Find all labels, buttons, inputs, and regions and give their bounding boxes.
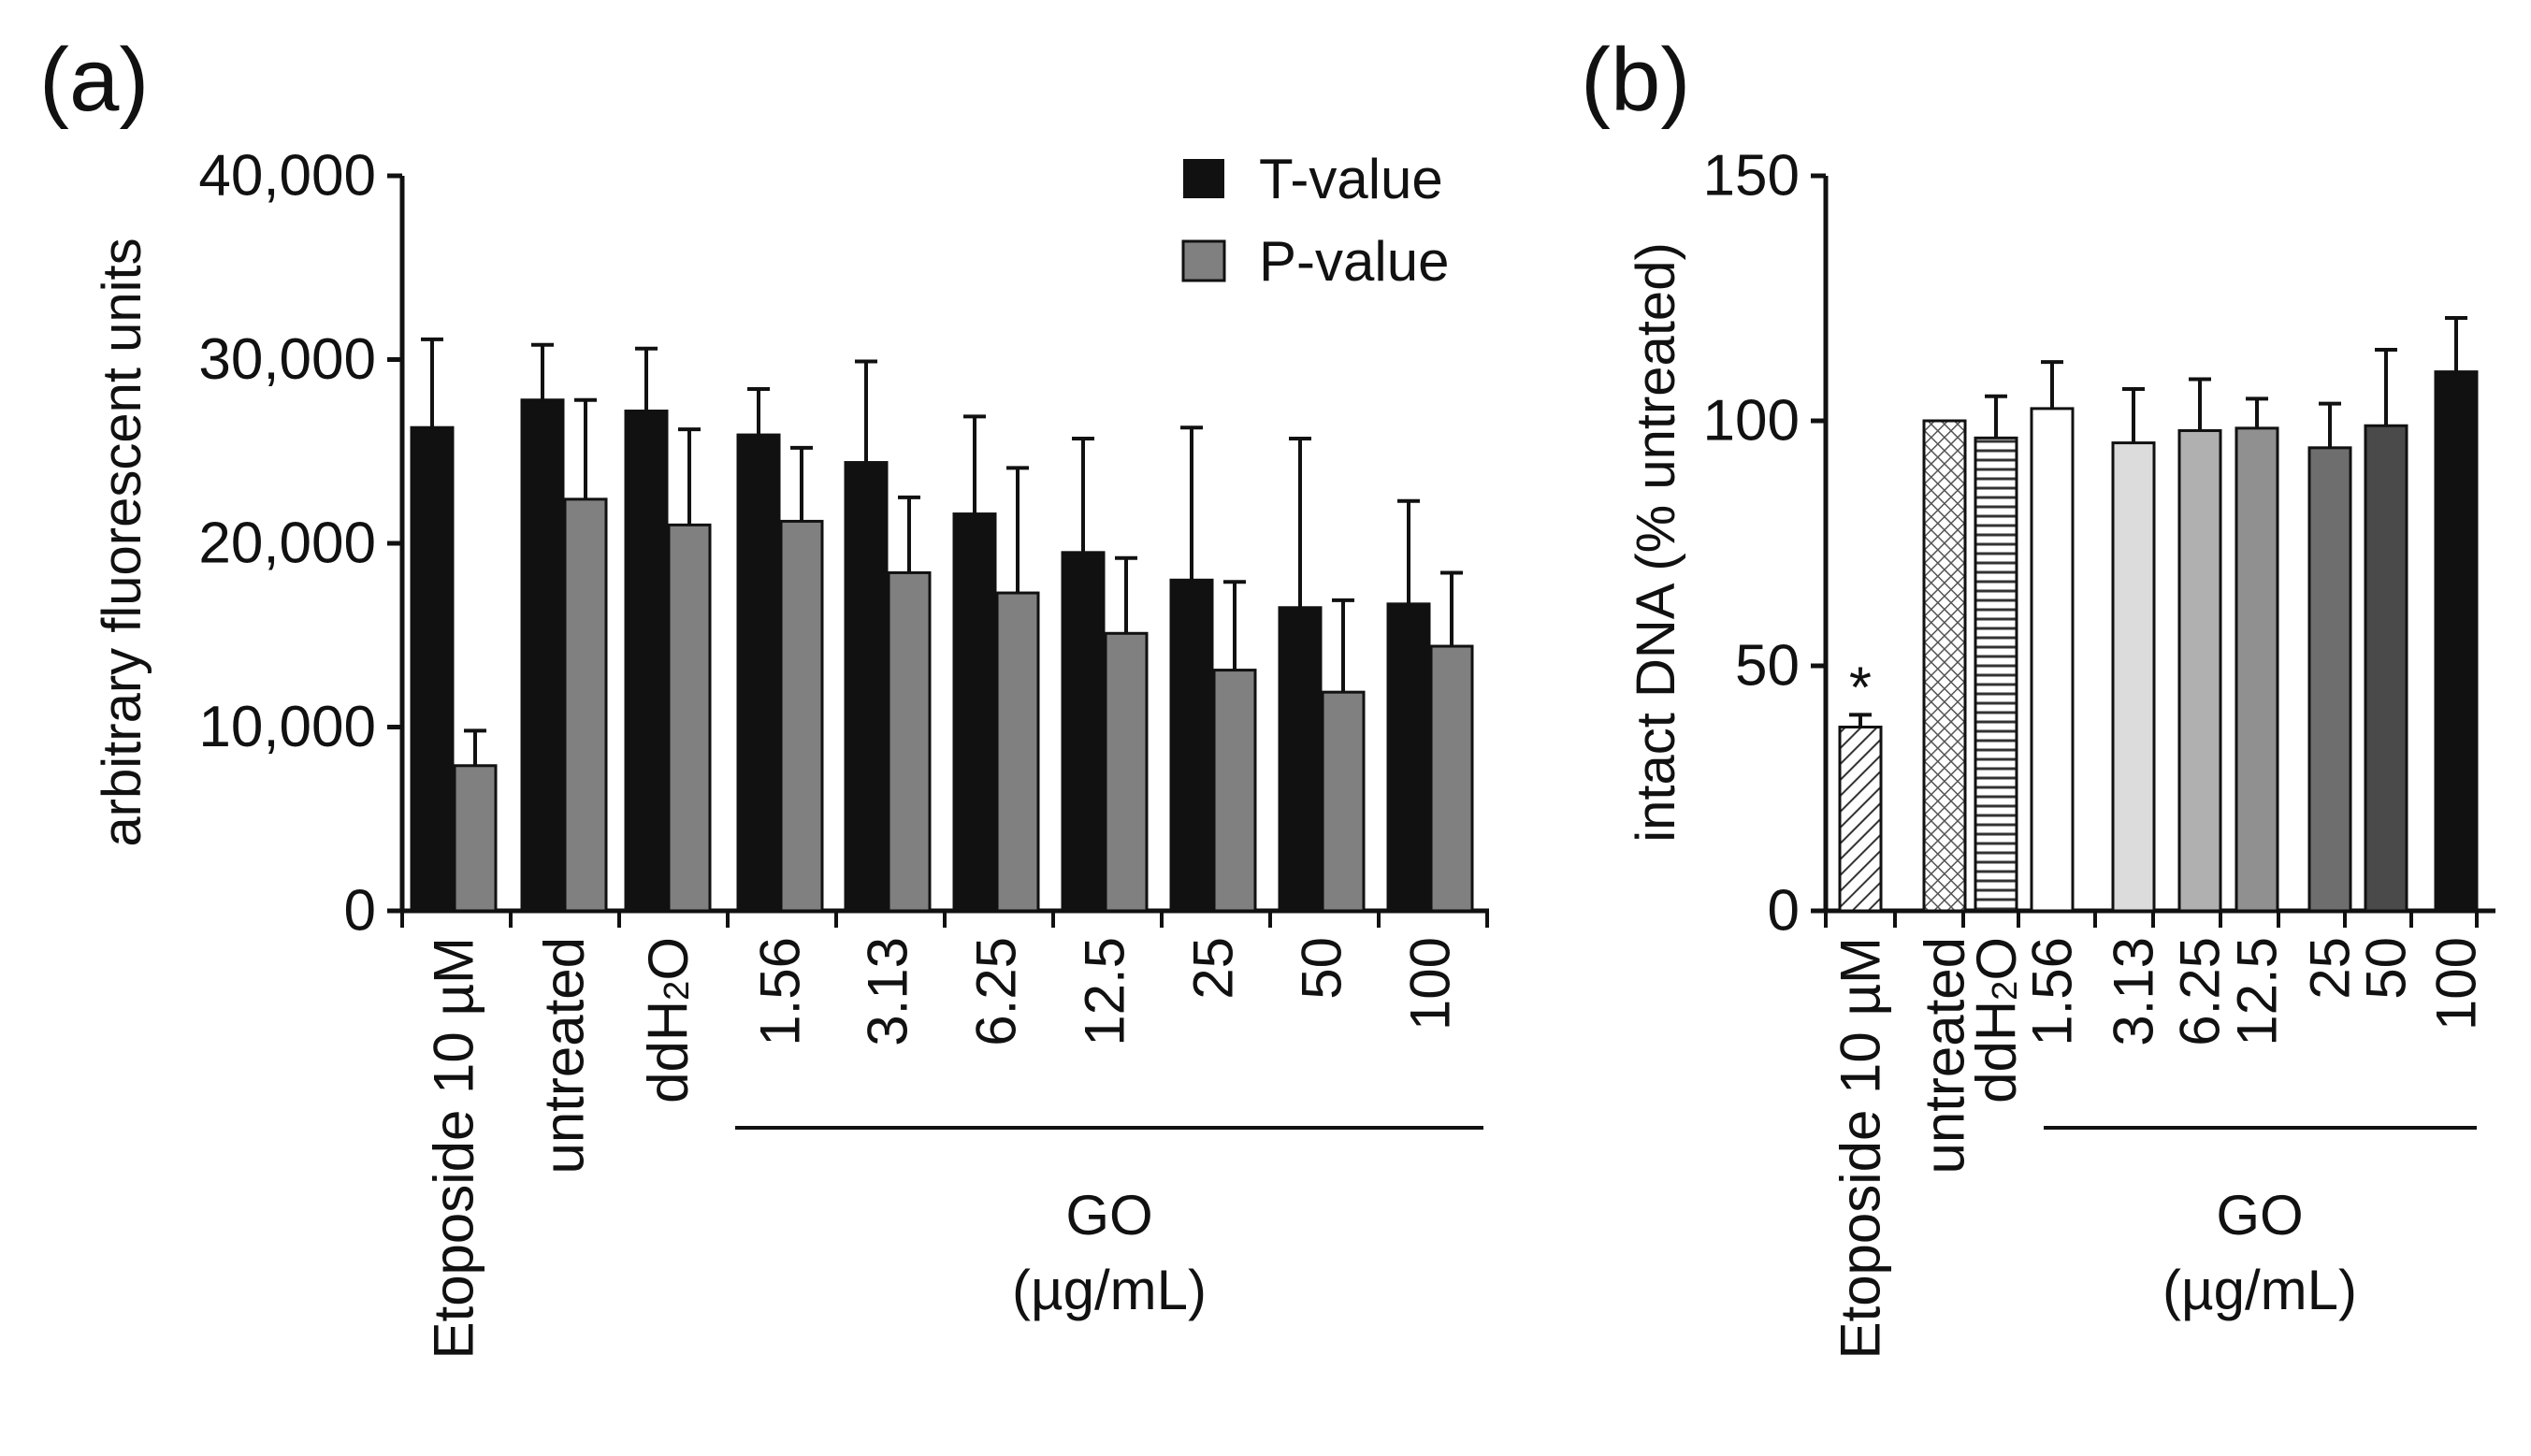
bar-ddh-o <box>1974 436 2018 913</box>
bar-100 <box>2434 370 2479 913</box>
bar-p-value-untreated <box>563 497 608 913</box>
chart-a-y-tick-label: 20,000 <box>198 512 376 576</box>
chart-b-category-label-12-5: 12.5 <box>2226 937 2289 1046</box>
chart-a-category-label-etoposide-10-m: Etoposide 10 µM <box>423 937 485 1360</box>
significance-asterisk: * <box>1849 656 1872 720</box>
chart-a-category-label-12-5: 12.5 <box>1074 937 1136 1046</box>
chart-a-category-label-1-56: 1.56 <box>749 937 812 1046</box>
bar-p-value-1-56 <box>779 519 824 913</box>
chart-b-category-label-etoposide-10-m: Etoposide 10 µM <box>1830 937 1892 1360</box>
chart-b-y-tick-label: 0 <box>1768 879 1800 944</box>
bar-t-value-1-56 <box>736 433 781 913</box>
chart-b-category-label-6-25: 6.25 <box>2169 937 2232 1046</box>
chart-b-category-label-1-56: 1.56 <box>2021 937 2084 1046</box>
chart-a-category-label-6-25: 6.25 <box>965 937 1028 1046</box>
bar-p-value-ddh-o <box>667 523 712 913</box>
bar-t-value-25 <box>1169 578 1214 913</box>
legend-swatch-p-value <box>1181 239 1226 282</box>
bar-6-25 <box>2177 428 2222 913</box>
chart-b-y-tick-label: 150 <box>1703 144 1800 209</box>
chart-a-category-label-ddh-o: ddH2O <box>637 937 700 1103</box>
chart-b-category-label-ddh-o: ddH2O <box>1965 937 2028 1103</box>
legend-swatch-t-value <box>1183 159 1224 198</box>
chart-a-y-tick-label: 10,000 <box>198 695 376 759</box>
bar-t-value-etoposide-10-m <box>410 425 455 913</box>
chart-b-category-label-100: 100 <box>2425 937 2488 1031</box>
chart-a-category-label-3-13: 3.13 <box>857 937 919 1046</box>
bar-p-value-50 <box>1321 690 1366 913</box>
chart-b-group-label: GO <box>2216 1184 2303 1247</box>
bar-t-value-3-13 <box>844 461 889 913</box>
bar-25 <box>2307 446 2352 913</box>
panel-label-b: (b) <box>1581 30 1690 130</box>
chart-a-category-label-50: 50 <box>1291 937 1353 1000</box>
chart-b-category-label-50: 50 <box>2355 937 2418 1000</box>
legend-label-p-value: P-value <box>1259 230 1449 293</box>
bar-3-13 <box>2111 441 2156 913</box>
bar-p-value-12-5 <box>1104 631 1149 913</box>
bar-t-value-6-25 <box>952 512 997 913</box>
chart-a-category-label-100: 100 <box>1399 937 1462 1031</box>
chart-a-category-label-25: 25 <box>1182 937 1245 1000</box>
bar-t-value-ddh-o <box>624 410 669 913</box>
chart-a-y-tick-label: 40,000 <box>198 144 376 209</box>
bar-50 <box>2364 424 2408 913</box>
bar-p-value-6-25 <box>995 591 1040 913</box>
chart-b-y-axis-title: intact DNA (% untreated) <box>1626 242 1686 843</box>
chart-b-y-tick-label: 100 <box>1703 389 1800 454</box>
bar-1-56 <box>2030 407 2075 913</box>
chart-b-group-units: (µg/mL) <box>2162 1259 2357 1321</box>
chart-a: arbitrary fluorescent units 0 10,000 20,00… <box>92 144 1489 1360</box>
chart-a-y-tick-label: 30,000 <box>198 327 376 392</box>
chart-b-y-tick-label: 50 <box>1735 634 1800 699</box>
chart-a-category-label-untreated: untreated <box>533 937 596 1175</box>
chart-b-category-label-25: 25 <box>2299 937 2362 1000</box>
bar-t-value-untreated <box>520 398 565 913</box>
legend-label-t-value: T-value <box>1259 148 1443 210</box>
chart-b-category-label-untreated: untreated <box>1914 937 1976 1175</box>
bar-t-value-50 <box>1278 606 1323 913</box>
bar-etoposide-10-m <box>1838 726 1883 913</box>
bar-12-5 <box>2235 426 2279 913</box>
bar-p-value-3-13 <box>887 570 932 913</box>
bar-p-value-100 <box>1429 644 1474 913</box>
chart-a-group-label: GO <box>1065 1184 1152 1247</box>
panel-label-a: (a) <box>39 30 149 130</box>
bar-p-value-etoposide-10-m <box>453 764 498 913</box>
chart-a-group-units: (µg/mL) <box>1012 1259 1207 1321</box>
bar-t-value-12-5 <box>1061 551 1106 913</box>
chart-a-y-axis-title: arbitrary fluorescent units <box>92 238 152 846</box>
bar-p-value-25 <box>1212 669 1257 913</box>
chart-b-category-label-3-13: 3.13 <box>2103 937 2165 1046</box>
bar-untreated <box>1922 419 1967 913</box>
bar-t-value-100 <box>1386 602 1431 913</box>
chart-a-y-tick-label: 0 <box>344 879 376 944</box>
